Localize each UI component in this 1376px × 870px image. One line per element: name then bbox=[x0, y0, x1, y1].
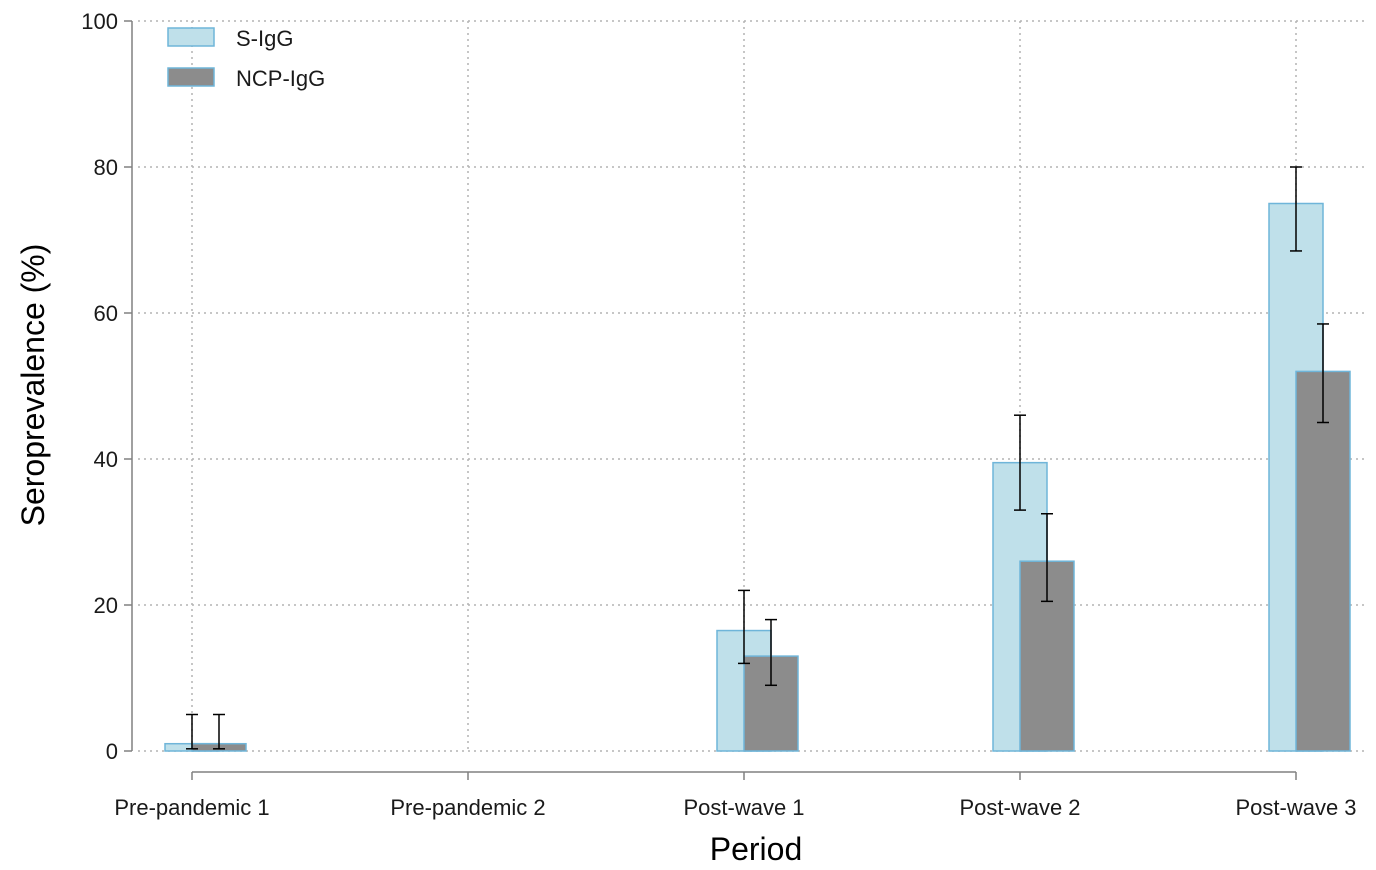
x-tick-label: Post-wave 1 bbox=[683, 795, 804, 820]
x-axis-title: Period bbox=[710, 831, 803, 867]
bars bbox=[164, 202, 1351, 752]
legend-label-ncp-igg: NCP-IgG bbox=[236, 66, 325, 91]
x-tick-label: Pre-pandemic 1 bbox=[114, 795, 269, 820]
x-tick-label: Post-wave 2 bbox=[959, 795, 1080, 820]
y-tick-label: 0 bbox=[106, 739, 118, 764]
x-tick-label: Pre-pandemic 2 bbox=[390, 795, 545, 820]
x-tick-label: Post-wave 3 bbox=[1235, 795, 1356, 820]
legend-label-s-igg: S-IgG bbox=[236, 26, 293, 51]
bar-ncp-igg-2 bbox=[743, 655, 799, 752]
y-tick-label: 60 bbox=[94, 301, 118, 326]
legend: S-IgG NCP-IgG bbox=[167, 26, 325, 91]
bar-ncp-igg-3 bbox=[1019, 560, 1075, 752]
grid-lines bbox=[138, 20, 1368, 752]
bar-ncp-igg-4 bbox=[1295, 370, 1351, 752]
error-bars bbox=[186, 166, 1329, 750]
y-axis-title: Seroprevalence (%) bbox=[15, 244, 51, 527]
y-tick-label: 80 bbox=[94, 155, 118, 180]
legend-swatch-ncp-igg bbox=[167, 67, 215, 87]
y-tick-label: 20 bbox=[94, 593, 118, 618]
y-tick-label: 40 bbox=[94, 447, 118, 472]
x-axis: Pre-pandemic 1 Pre-pandemic 2 Post-wave 1 P… bbox=[114, 771, 1357, 820]
legend-swatch-s-igg bbox=[167, 27, 215, 47]
y-tick-label: 100 bbox=[81, 9, 118, 34]
y-axis: 0 20 40 60 80 100 bbox=[81, 9, 133, 764]
